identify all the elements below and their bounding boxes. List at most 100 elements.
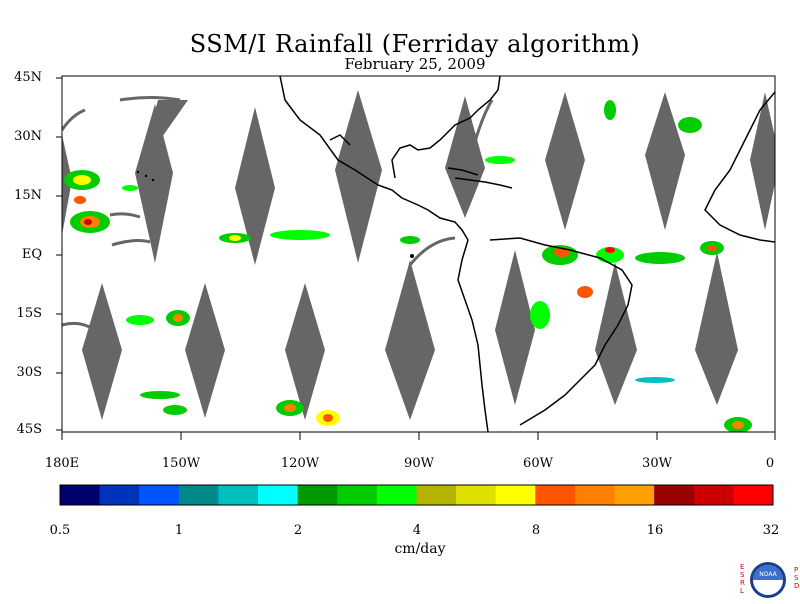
rain-patch <box>707 245 717 251</box>
lon-label-30w: 30W <box>642 456 672 471</box>
swath-gaps <box>62 90 775 420</box>
colorbar-frame <box>59 484 774 506</box>
coastline-cuba <box>447 167 479 176</box>
colorbar-swatch <box>733 485 774 505</box>
axis-ticks <box>56 77 776 440</box>
lon-label-120w: 120W <box>280 456 320 471</box>
swath-arc <box>119 96 181 102</box>
rain-patch <box>163 405 187 415</box>
rain-patch <box>74 196 86 204</box>
logo-letter: S <box>794 574 799 582</box>
rain-patch <box>635 377 675 383</box>
island <box>144 174 148 178</box>
colorbar-label-1: 1 <box>174 523 184 538</box>
swath-gap <box>750 92 775 230</box>
rain-patch <box>126 315 154 325</box>
swath-arc <box>109 212 141 219</box>
coastlines <box>279 76 775 432</box>
swath-gap <box>185 283 225 418</box>
swath-arc <box>111 239 151 247</box>
noaa-logo-icon: E S R L P S D NOAA <box>740 562 799 598</box>
logo-letter: L <box>740 587 744 595</box>
rain-patch <box>140 391 180 399</box>
colorbar-swatch <box>218 485 259 505</box>
colorbar-swatch <box>495 485 536 505</box>
lat-label-45s: 45S <box>16 422 42 437</box>
rain-patch <box>73 175 91 185</box>
rain-patch <box>173 314 183 322</box>
island <box>136 170 140 174</box>
logo-letter: R <box>740 579 745 587</box>
island <box>151 178 155 182</box>
colorbar-label-32: 32 <box>762 523 780 538</box>
coastline-mexico-gulf <box>391 76 501 179</box>
colorbar-label-4: 4 <box>412 523 422 538</box>
swath-gap <box>545 92 585 230</box>
swath-gap <box>385 260 435 420</box>
rain-patch <box>284 404 296 412</box>
rain-patch <box>400 236 420 244</box>
colorbar-swatch <box>654 485 695 505</box>
lat-label-45n: 45N <box>14 70 42 85</box>
colorbar-swatch <box>376 485 417 505</box>
coastline-caribbean <box>454 177 513 189</box>
colorbar-swatch <box>416 485 457 505</box>
colorbar-swatch <box>337 485 378 505</box>
swath-gap <box>495 250 535 405</box>
colorbar-swatch <box>456 485 497 505</box>
rain-patch <box>732 421 744 429</box>
island <box>410 254 414 258</box>
colorbar-swatch <box>139 485 180 505</box>
swath-gap <box>150 100 188 140</box>
noaa-esrl-psd-logo: E S R L P S D NOAA <box>736 560 800 600</box>
lon-label-60w: 60W <box>523 456 553 471</box>
rain-patch <box>605 247 615 253</box>
swath-edge-arcs <box>62 96 494 332</box>
colorbar-swatch <box>574 485 616 505</box>
rain-patch <box>84 219 92 225</box>
lon-label-0: 0 <box>765 456 775 471</box>
colorbar-unit: cm/day <box>394 541 446 557</box>
swath-gap <box>595 262 637 405</box>
lat-label-15n: 15N <box>14 188 42 203</box>
coastline-alaska <box>329 134 351 146</box>
coastline-south-america-east <box>489 237 633 426</box>
rain-patches <box>64 100 752 432</box>
rain-patch <box>635 252 685 264</box>
swath-arc <box>62 321 96 332</box>
rain-patch <box>678 117 702 133</box>
lon-label-180e: 180E <box>44 456 80 471</box>
islands <box>136 170 414 258</box>
lat-label-30s: 30S <box>16 365 42 380</box>
lon-label-90w: 90W <box>404 456 434 471</box>
rain-patch <box>604 100 616 120</box>
swath-gap <box>135 104 173 263</box>
swath-arc <box>62 108 86 131</box>
noaa-badge-text: NOAA <box>759 571 777 578</box>
swath-gap <box>335 90 382 263</box>
rain-patch <box>122 185 138 191</box>
colorbar-swatch <box>99 485 140 505</box>
chart-title: SSM/I Rainfall (Ferriday algorithm) <box>189 30 641 58</box>
rain-patch <box>323 414 333 422</box>
colorbar-swatch <box>614 485 655 505</box>
swath-arc <box>468 99 494 161</box>
colorbar-swatch <box>60 485 101 505</box>
colorbar-swatch <box>297 485 338 505</box>
logo-letter: S <box>740 571 745 579</box>
swath-gap <box>82 283 122 420</box>
colorbar-swatch <box>178 485 219 505</box>
colorbar-swatch <box>693 485 734 505</box>
lon-label-150w: 150W <box>161 456 201 471</box>
swath-arc <box>408 236 456 266</box>
swath-gap <box>645 92 685 230</box>
logo-letter: D <box>794 582 799 590</box>
coastline-africa <box>704 91 775 243</box>
map-plot-area <box>62 76 775 432</box>
coastline-south-america <box>457 239 489 432</box>
colorbar-label-16: 16 <box>646 523 664 538</box>
colorbar-label-2: 2 <box>293 523 303 538</box>
rain-patch <box>270 230 330 240</box>
rain-patch <box>229 235 241 241</box>
